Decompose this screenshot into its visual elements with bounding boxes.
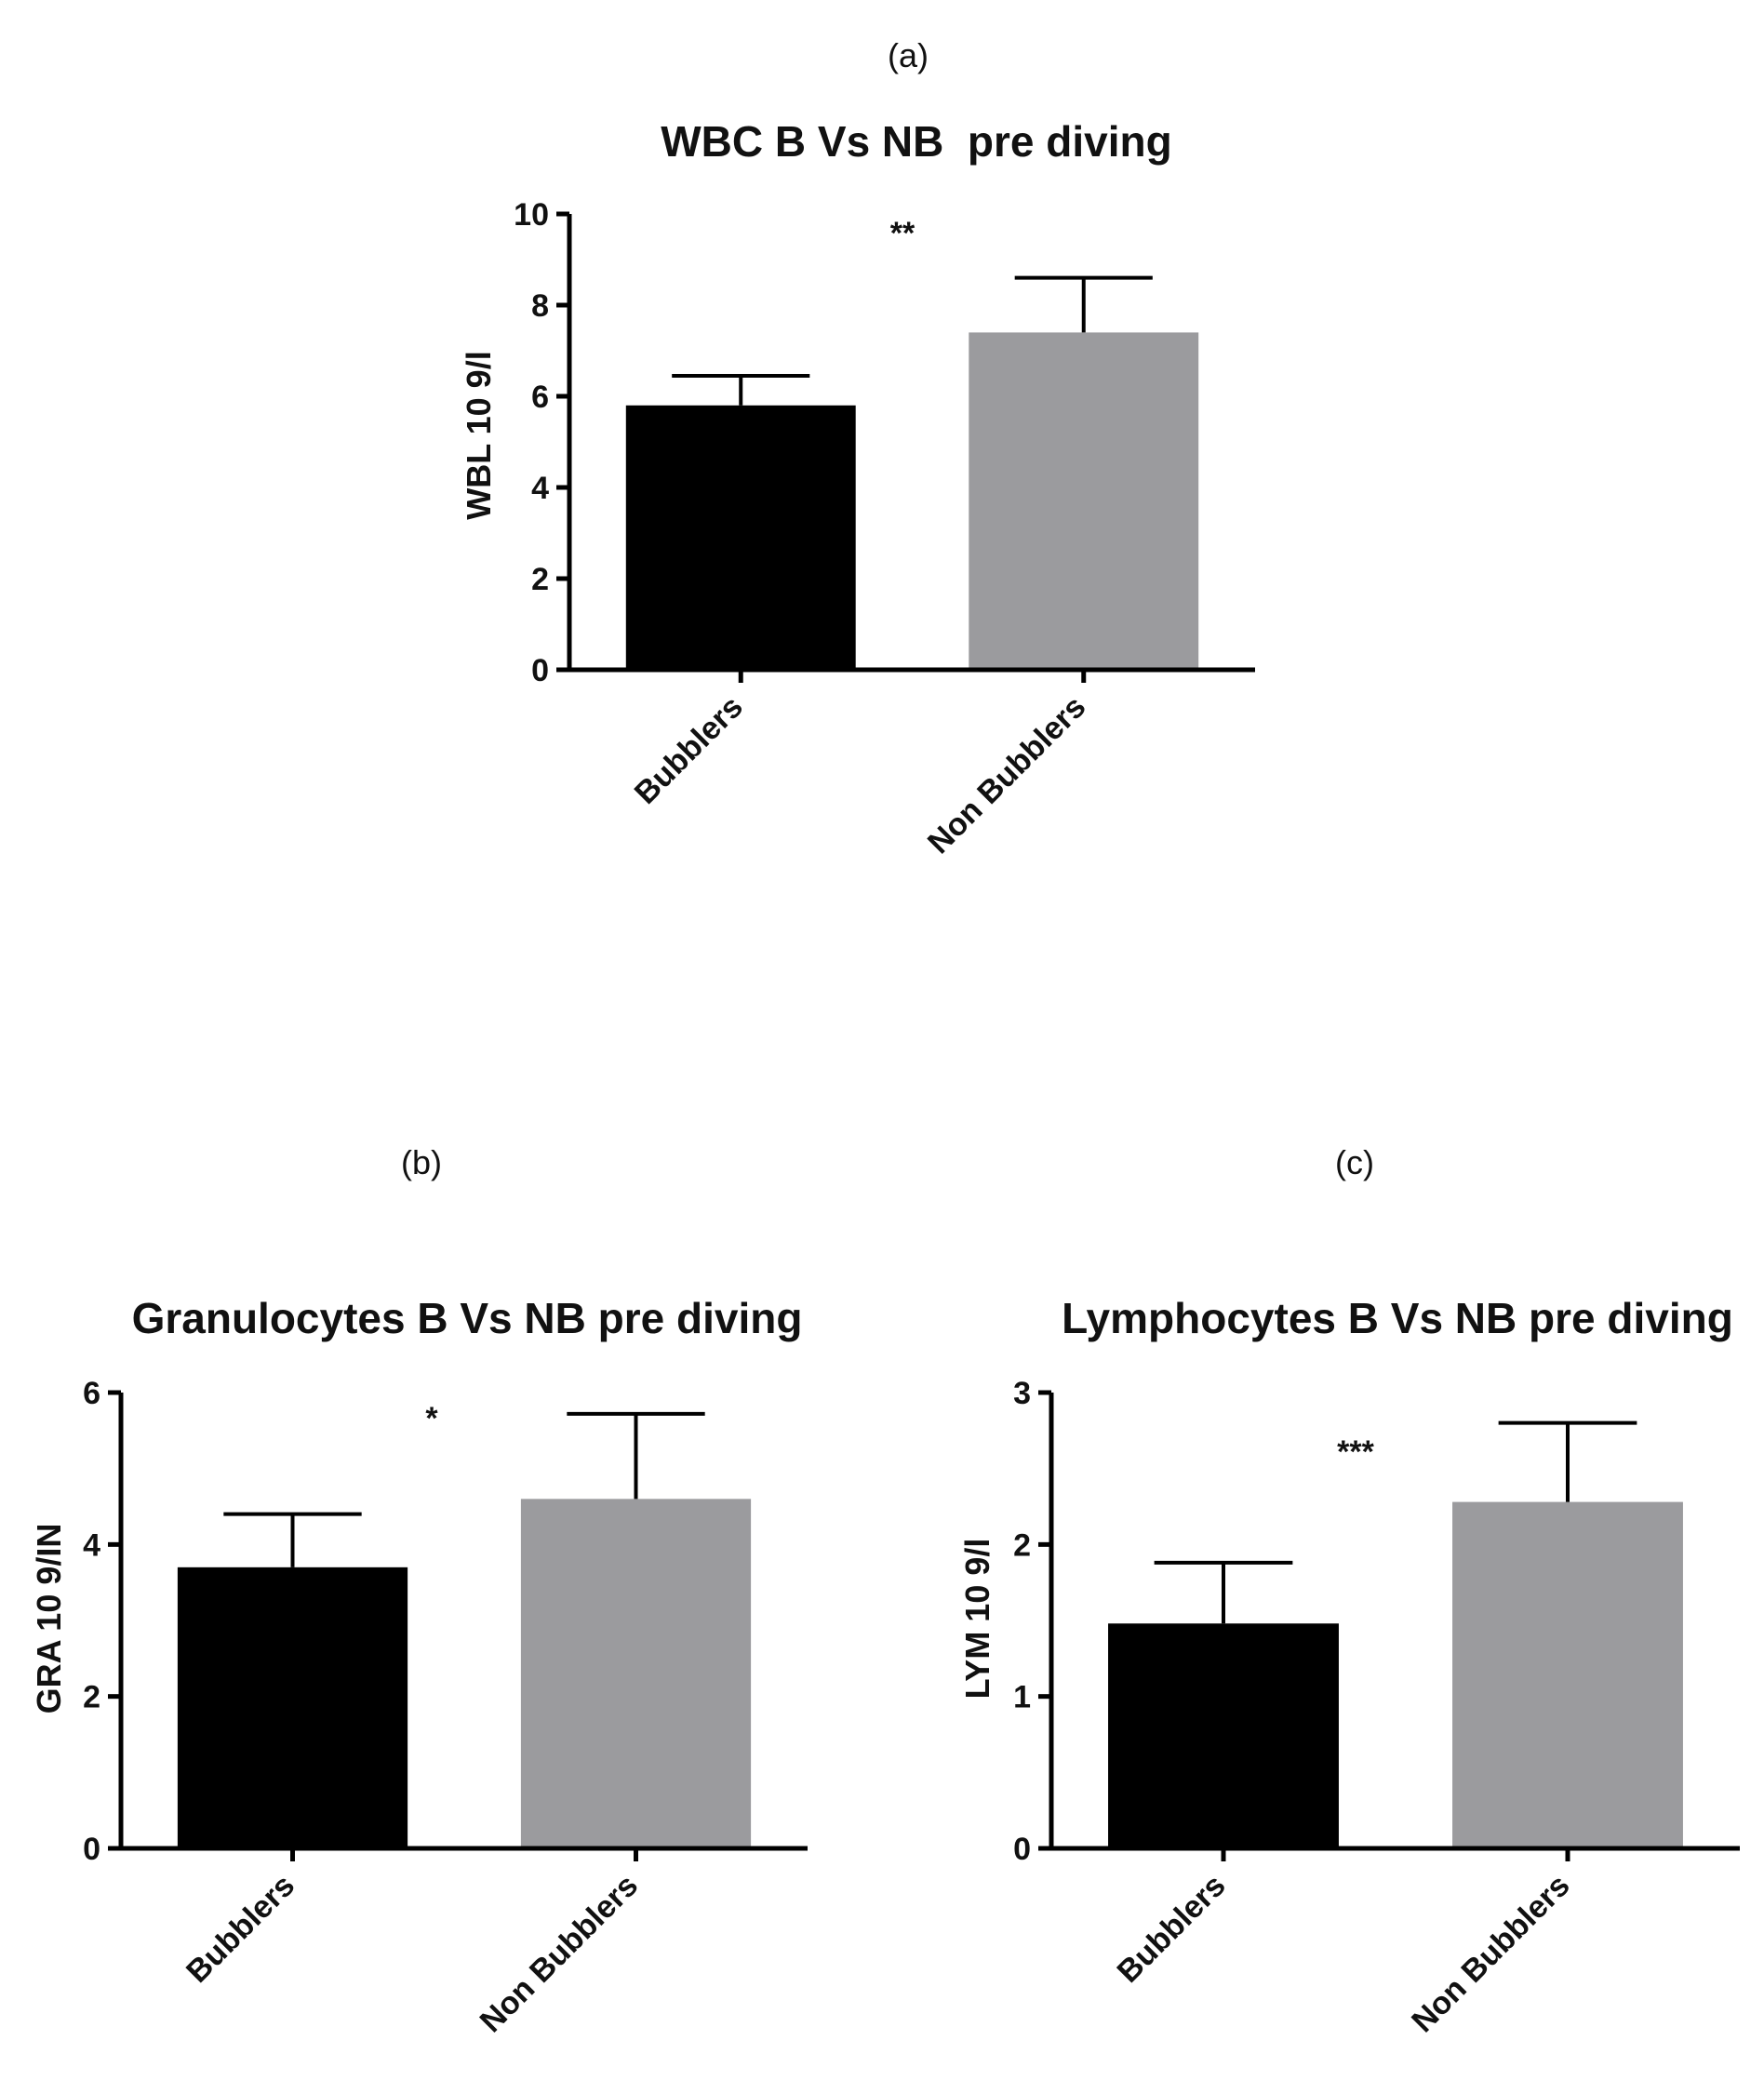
chart-title-a: WBC B Vs NB pre diving xyxy=(661,117,1171,166)
y-axis-label-c: LYM 10 9/l xyxy=(958,1539,996,1700)
y-axis-label-a: WBL 10 9/l xyxy=(460,351,498,519)
y-tick-label-b-0: 0 xyxy=(83,1832,100,1867)
panel-label-a: (a) xyxy=(888,36,929,74)
significance-marker-a: ** xyxy=(890,216,915,251)
bar-a-0 xyxy=(625,405,856,670)
chart-title-c: Lymphocytes B Vs NB pre diving xyxy=(1062,1294,1733,1342)
significance-marker-b: * xyxy=(425,1401,438,1436)
chart-title-b: Granulocytes B Vs NB pre diving xyxy=(132,1294,803,1342)
y-tick-label-a-5: 10 xyxy=(514,197,549,233)
y-tick-label-b-1: 2 xyxy=(83,1680,100,1715)
y-tick-label-a-2: 4 xyxy=(531,471,549,506)
chart-b: (b) Granulocytes B Vs NB pre diving GRA … xyxy=(30,1143,808,2039)
y-tick-label-c-2: 2 xyxy=(1013,1527,1031,1563)
y-tick-label-c-0: 0 xyxy=(1013,1832,1031,1867)
y-tick-label-c-1: 1 xyxy=(1013,1680,1031,1715)
y-tick-label-a-3: 6 xyxy=(531,380,549,415)
category-label-c-0: Bubblers xyxy=(1111,1868,1233,1990)
category-label-a-1: Non Bubblers xyxy=(921,689,1092,860)
category-label-c-1: Non Bubblers xyxy=(1405,1868,1576,2039)
y-tick-label-b-3: 6 xyxy=(83,1376,100,1411)
bar-b-0 xyxy=(177,1567,408,1848)
y-tick-label-a-0: 0 xyxy=(531,653,549,688)
panel-label-b: (b) xyxy=(401,1143,442,1181)
category-label-b-0: Bubblers xyxy=(180,1868,301,1990)
significance-marker-c: *** xyxy=(1337,1434,1374,1470)
y-tick-label-b-2: 4 xyxy=(83,1527,100,1563)
bar-a-1 xyxy=(969,332,1199,670)
bar-c-1 xyxy=(1452,1501,1683,1848)
chart-a: (a) WBC B Vs NB pre diving WBL 10 9/l 0 2… xyxy=(460,36,1255,860)
chart-c: (c) Lymphocytes B Vs NB pre diving LYM 1… xyxy=(958,1143,1740,2039)
panel-label-c: (c) xyxy=(1335,1143,1374,1181)
y-tick-label-a-1: 2 xyxy=(531,562,549,597)
y-axis-label-b: GRA 10 9/IN xyxy=(30,1524,68,1714)
y-tick-label-a-4: 8 xyxy=(531,288,549,324)
y-tick-label-c-3: 3 xyxy=(1013,1376,1031,1411)
category-label-b-1: Non Bubblers xyxy=(474,1868,645,2039)
bar-b-1 xyxy=(520,1499,752,1848)
category-label-a-0: Bubblers xyxy=(628,689,750,811)
bar-c-0 xyxy=(1108,1623,1339,1848)
